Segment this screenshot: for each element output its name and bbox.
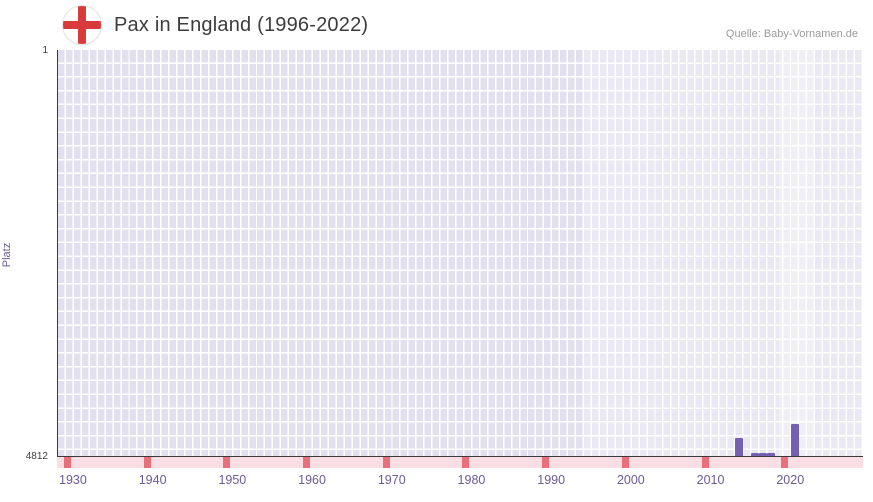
x-tick-mark-1940 [143,457,151,468]
x-tick-label-1940: 1940 [138,473,167,487]
x-tick-label-2020: 2020 [776,473,805,487]
y-axis-label: Platz [1,242,13,268]
x-tick-label-1990: 1990 [537,473,566,487]
x-tick-label-1960: 1960 [298,473,326,487]
x-tick-label-2000: 2000 [616,473,645,487]
x-tick-label-1930: 1930 [59,473,87,487]
bar-2020[interactable] [791,423,800,456]
x-tick-label-1970: 1970 [377,473,406,487]
x-tick-label-1950: 1950 [218,473,247,487]
flag-cross-vertical [78,6,86,44]
chart-title: Pax in England (1996-2022) [114,14,369,36]
x-tick-mark-1960 [303,457,311,468]
bar-2016[interactable] [759,452,768,456]
x-axis-labels: 1930 1940 1950 1960 1970 1980 1990 2000 2010 2020 [57,473,863,491]
x-tick-mark-1990 [542,457,550,468]
y-tick-top: 1 [42,45,48,56]
bars [58,50,863,456]
x-tick-label-1980: 1980 [457,473,486,487]
x-tick-mark-1950 [223,457,231,468]
x-tick-label-2010: 2010 [696,473,725,487]
england-flag-icon [63,6,101,44]
bar-2017[interactable] [767,453,776,456]
x-tick-mark-2000 [621,457,629,468]
plot-area [57,50,863,457]
x-tick-mark-2020 [781,457,789,468]
x-tick-mark-1980 [462,457,470,468]
y-tick-bottom: 4812 [25,451,48,462]
bar-2015[interactable] [751,453,760,456]
bar-2013[interactable] [735,438,744,456]
x-axis-strip [57,457,863,468]
x-tick-mark-1930 [63,457,71,468]
source-attribution: Quelle: Baby-Vornamen.de [725,28,858,40]
x-tick-mark-2010 [701,457,709,468]
x-tick-mark-1970 [382,457,390,468]
